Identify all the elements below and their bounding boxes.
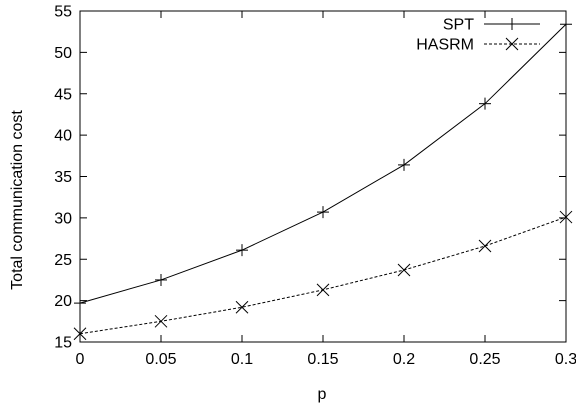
data-point-spt xyxy=(155,273,167,286)
y-tick-label: 25 xyxy=(54,252,72,269)
data-point-spt xyxy=(74,297,86,310)
x-tick-label: 0.25 xyxy=(469,351,500,368)
x-tick-label: 0.1 xyxy=(231,351,253,368)
y-tick-label: 35 xyxy=(54,169,72,186)
legend-marker-spt xyxy=(506,18,518,30)
y-tick-label: 40 xyxy=(54,128,72,145)
data-point-spt xyxy=(479,97,491,110)
y-tick-label: 30 xyxy=(54,210,72,227)
legend-marker-hasrm xyxy=(505,37,519,51)
data-point-hasrm xyxy=(397,263,411,277)
y-axis-label: Total communication cost xyxy=(9,110,26,290)
legend-label-spt: SPT xyxy=(443,17,474,34)
x-tick-label: 0.15 xyxy=(307,351,338,368)
x-tick-label: 0.05 xyxy=(145,351,176,368)
series-group xyxy=(73,18,573,341)
y-tick-label: 45 xyxy=(54,86,72,103)
series-line-hasrm xyxy=(79,216,567,335)
axes: 15 20 25 30 35 40 45 50 55 0 0.05 0.1 0.15 0.2 0.25 0.3 xyxy=(54,4,576,369)
data-point-spt xyxy=(236,244,248,257)
data-point-hasrm xyxy=(235,300,249,314)
data-point-spt xyxy=(398,158,410,171)
x-tick-label: 0 xyxy=(76,351,85,368)
data-point-spt xyxy=(560,18,572,31)
data-point-hasrm xyxy=(316,283,330,297)
legend-label-hasrm: HASRM xyxy=(416,37,474,54)
data-point-hasrm xyxy=(478,239,492,253)
y-tick-label: 55 xyxy=(54,4,72,21)
plot-frame xyxy=(79,10,567,343)
y-tick-label: 20 xyxy=(54,293,72,310)
x-tick-label: 0.3 xyxy=(555,351,576,368)
data-point-hasrm xyxy=(559,210,573,224)
y-tick-label: 15 xyxy=(54,335,72,352)
data-point-hasrm xyxy=(73,327,87,341)
series-line-spt xyxy=(79,23,567,304)
data-point-hasrm xyxy=(154,314,168,328)
legend: SPT HASRM xyxy=(416,17,540,54)
data-point-spt xyxy=(317,206,329,219)
x-axis-label: p xyxy=(318,386,327,403)
y-tick-label: 50 xyxy=(54,45,72,62)
x-tick-label: 0.2 xyxy=(393,351,415,368)
